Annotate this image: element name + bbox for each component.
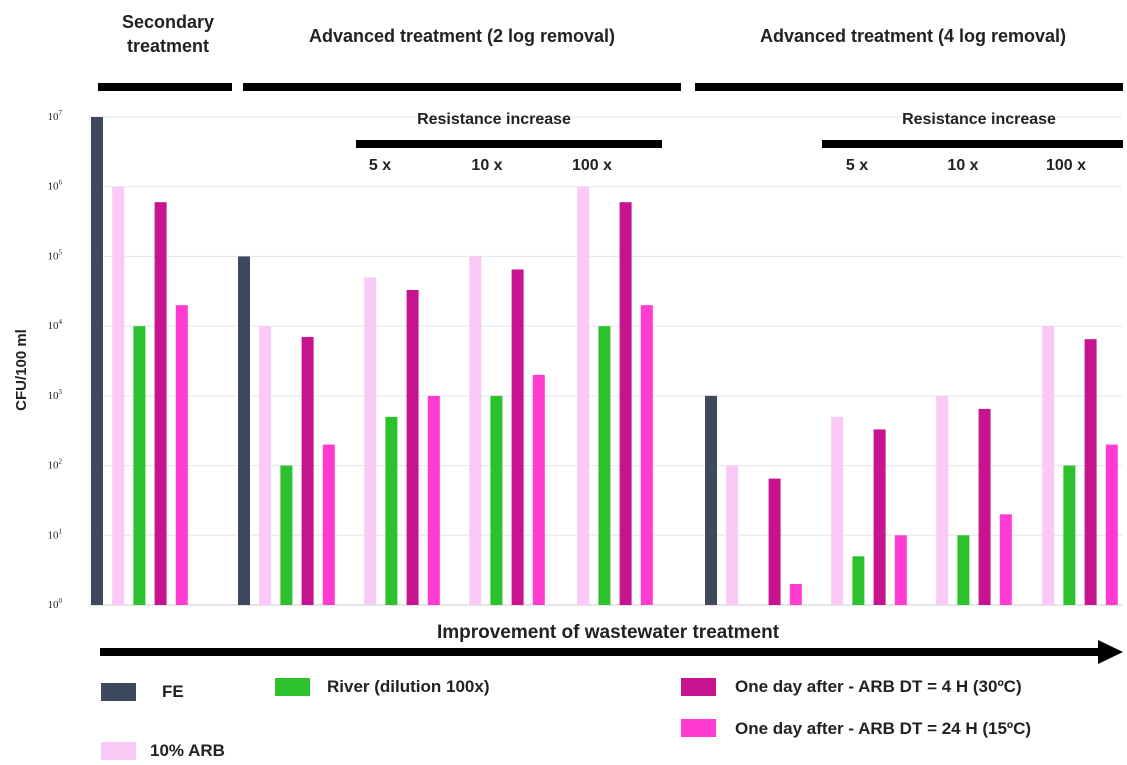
bar-7-one-day-after-arb-dt-24-h-15-c xyxy=(894,535,907,605)
y-tick-label: 100 xyxy=(48,597,63,611)
bar-7-10-arb xyxy=(831,416,844,605)
bar-1-fe xyxy=(91,117,103,605)
legend-swatch xyxy=(101,742,136,760)
bar-2-10-arb xyxy=(259,326,272,605)
bar-4-river-dilution-100x xyxy=(490,395,503,605)
bar-2-river-dilution-100x xyxy=(280,465,293,605)
legend-label: River (dilution 100x) xyxy=(327,677,489,696)
legend-swatch xyxy=(681,678,716,696)
bar-1-one-day-after-arb-dt-4-h-30-c xyxy=(154,202,167,606)
y-tick-label: 105 xyxy=(48,248,63,262)
y-tick-label: 104 xyxy=(48,318,63,332)
level-100x-4-log: 100 x xyxy=(1046,157,1086,174)
improvement-arrow-head xyxy=(1098,640,1123,664)
bracket-resistance-4-log xyxy=(822,140,1123,148)
legend-label: One day after - ARB DT = 4 H (30ºC) xyxy=(735,677,1022,696)
bar-2-fe xyxy=(238,256,250,605)
bar-8-river-dilution-100x xyxy=(957,535,970,605)
legend-swatch xyxy=(101,683,136,701)
y-axis-ticks: 100 101 102 103 104 105 106 107 xyxy=(48,109,63,611)
bar-3-one-day-after-arb-dt-24-h-15-c xyxy=(427,395,440,605)
y-axis-label: CFU/100 ml xyxy=(13,329,30,411)
bar-4-one-day-after-arb-dt-4-h-30-c xyxy=(511,269,524,605)
bar-2-one-day-after-arb-dt-24-h-15-c xyxy=(322,444,335,605)
bracket-advanced-2-log xyxy=(243,83,681,91)
header-resistance-increase-4-log: Resistance increase xyxy=(902,111,1056,128)
bar-5-10-arb xyxy=(577,186,590,605)
header-advanced-4-log: Advanced treatment (4 log removal) xyxy=(760,26,1066,46)
bar-2-one-day-after-arb-dt-4-h-30-c xyxy=(301,336,314,605)
bracket-advanced-4-log xyxy=(695,83,1123,91)
level-10x-4-log: 10 x xyxy=(947,157,978,174)
legend-label: One day after - ARB DT = 24 H (15ºC) xyxy=(735,719,1031,738)
bar-6-one-day-after-arb-dt-4-h-30-c xyxy=(768,478,781,605)
bar-3-river-dilution-100x xyxy=(385,416,398,605)
bar-8-10-arb xyxy=(936,395,949,605)
bar-7-river-dilution-100x xyxy=(852,556,865,605)
bars xyxy=(91,117,1118,606)
legend-label: 10% ARB xyxy=(150,741,225,760)
bar-6-one-day-after-arb-dt-24-h-15-c xyxy=(789,584,802,605)
bar-1-10-arb xyxy=(112,186,125,605)
bar-3-one-day-after-arb-dt-4-h-30-c xyxy=(406,289,419,605)
header-resistance-increase-2-log: Resistance increase xyxy=(417,111,571,128)
bar-4-one-day-after-arb-dt-24-h-15-c xyxy=(532,374,545,605)
header-secondary-line2: treatment xyxy=(127,36,209,56)
header-advanced-2-log: Advanced treatment (2 log removal) xyxy=(309,26,615,46)
bar-5-river-dilution-100x xyxy=(598,326,611,605)
bar-6-10-arb xyxy=(726,465,739,605)
bar-9-river-dilution-100x xyxy=(1063,465,1076,605)
level-100x-2-log: 100 x xyxy=(572,157,612,174)
bar-9-one-day-after-arb-dt-4-h-30-c xyxy=(1084,339,1097,605)
bar-4-10-arb xyxy=(469,256,482,605)
y-tick-label: 101 xyxy=(48,527,63,541)
y-tick-label: 102 xyxy=(48,458,63,472)
legend-swatch xyxy=(681,719,716,737)
level-10x-2-log: 10 x xyxy=(471,157,502,174)
level-5x-4-log: 5 x xyxy=(846,157,868,174)
bar-6-fe xyxy=(705,395,717,605)
bar-9-10-arb xyxy=(1042,326,1055,605)
bar-3-10-arb xyxy=(364,277,377,605)
x-axis-label: Improvement of wastewater treatment xyxy=(437,622,780,643)
improvement-arrow-shaft xyxy=(100,648,1100,656)
header-secondary-line1: Secondary xyxy=(122,12,214,32)
bar-8-one-day-after-arb-dt-4-h-30-c xyxy=(978,408,991,605)
y-tick-label: 106 xyxy=(48,179,63,193)
y-tick-label: 103 xyxy=(48,388,63,402)
bar-8-one-day-after-arb-dt-24-h-15-c xyxy=(999,514,1012,605)
legend: FE 10% ARB River (dilution 100x) One day af… xyxy=(101,677,1031,760)
level-5x-2-log: 5 x xyxy=(369,157,391,174)
legend-label: FE xyxy=(162,682,184,701)
bar-7-one-day-after-arb-dt-4-h-30-c xyxy=(873,429,886,605)
bar-1-river-dilution-100x xyxy=(133,326,146,605)
bracket-resistance-2-log xyxy=(356,140,662,148)
bracket-secondary xyxy=(98,83,232,91)
bar-5-one-day-after-arb-dt-4-h-30-c xyxy=(619,202,632,606)
legend-swatch xyxy=(275,678,310,696)
y-tick-label: 107 xyxy=(48,109,63,123)
bar-1-one-day-after-arb-dt-24-h-15-c xyxy=(175,305,188,605)
bar-5-one-day-after-arb-dt-24-h-15-c xyxy=(640,305,653,605)
bar-9-one-day-after-arb-dt-24-h-15-c xyxy=(1105,444,1118,605)
